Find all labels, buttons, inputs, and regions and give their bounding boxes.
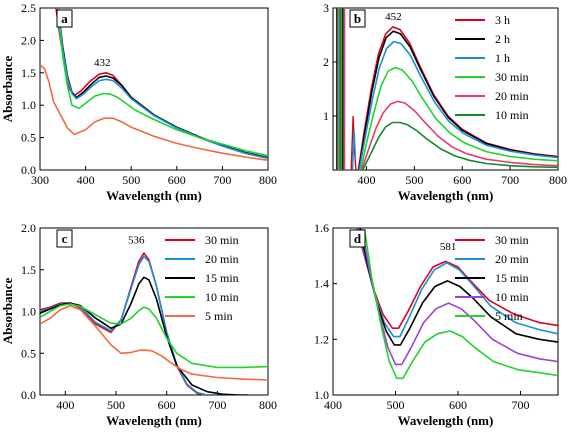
legend-label: 10 min xyxy=(495,108,529,122)
series-line-2-h xyxy=(358,30,558,170)
x-axis-label: Wavelength (nm) xyxy=(398,413,494,428)
panel-a: 300 400 500 600 700 800 0.0 0.5 1.0 1.5 2.0 2.5 Wave… xyxy=(0,1,277,203)
x-tick-label: 600 xyxy=(453,173,471,187)
x-tick-label: 700 xyxy=(512,398,530,412)
y-axis-label: Absorbance xyxy=(0,56,15,123)
series-line-0 xyxy=(55,8,268,160)
y-tick-label: 1.5 xyxy=(21,263,36,277)
series-line-30-min xyxy=(360,66,558,170)
y-tick-label: 0.0 xyxy=(21,388,36,402)
y-tick-label: 2.5 xyxy=(21,1,36,15)
panel-label: b xyxy=(354,11,361,26)
series-line-2 xyxy=(57,8,268,160)
x-tick-label: 600 xyxy=(158,398,176,412)
peak-annotation: 581 xyxy=(440,241,457,253)
legend-label: 15 min xyxy=(495,271,529,285)
peak-annotation: 536 xyxy=(128,234,145,246)
x-tick-label: 600 xyxy=(449,398,467,412)
plot-frame xyxy=(332,7,559,171)
y-axis-label: Absorbance xyxy=(0,278,15,345)
y-tick-label: 1.4 xyxy=(314,277,329,291)
series-line-4 xyxy=(40,64,268,162)
x-tick-label: 800 xyxy=(549,173,567,187)
legend-label: 15 min xyxy=(205,271,239,285)
panel-label-box xyxy=(56,9,73,28)
x-tick-label: 400 xyxy=(324,398,342,412)
x-tick-label: 500 xyxy=(107,398,125,412)
y-tick-label: 1.2 xyxy=(314,332,329,346)
panel-label: a xyxy=(61,11,68,26)
panel-label: d xyxy=(354,231,362,246)
legend-label: 30 min xyxy=(495,70,529,84)
noise-spikes xyxy=(336,8,357,170)
legend-label: 20 min xyxy=(495,252,529,266)
series-line-10-min xyxy=(361,228,558,366)
y-tick-label: 0.5 xyxy=(21,346,36,360)
series-line-20-min xyxy=(357,228,558,338)
x-tick-label: 800 xyxy=(259,398,277,412)
panel-label-box xyxy=(349,9,366,28)
y-tick-label: 2.0 xyxy=(21,221,36,235)
panel-label-box xyxy=(56,229,73,248)
series-line-10-min xyxy=(361,121,558,170)
legend-label: 5 min xyxy=(205,309,233,323)
legend-label: 20 min xyxy=(205,252,239,266)
panel-label: c xyxy=(62,231,68,246)
x-tick-label: 400 xyxy=(358,173,376,187)
panel-b: 400 500 600 700 800 1 2 3 Wavelength (nm) 452 b 3 h… xyxy=(323,1,567,203)
panel-label-box xyxy=(349,229,366,248)
y-tick-label: 1 xyxy=(323,109,329,123)
y-tick-label: 2 xyxy=(323,55,329,69)
series-line-1-h xyxy=(358,40,558,170)
y-tick-label: 0.5 xyxy=(21,131,36,145)
y-tick-label: 3 xyxy=(323,1,329,15)
x-axis-label: Wavelength (nm) xyxy=(106,413,202,428)
x-tick-label: 400 xyxy=(56,398,74,412)
x-tick-label: 500 xyxy=(387,398,405,412)
x-tick-label: 300 xyxy=(31,173,49,187)
legend-label: 30 min xyxy=(205,233,239,247)
y-tick-label: 2.0 xyxy=(21,33,36,47)
series-line-15-min xyxy=(40,276,248,395)
x-tick-label: 400 xyxy=(77,173,95,187)
legend-label: 10 min xyxy=(495,290,529,304)
legend-label: 20 min xyxy=(495,89,529,103)
x-tick-label: 800 xyxy=(259,173,277,187)
x-axis-label: Wavelength (nm) xyxy=(398,188,494,203)
series-line-20-min xyxy=(360,100,558,170)
y-tick-label: 1.0 xyxy=(21,305,36,319)
x-tick-label: 700 xyxy=(213,173,231,187)
y-tick-label: 1.0 xyxy=(21,98,36,112)
x-tick-label: 500 xyxy=(405,173,423,187)
legend-label: 1 h xyxy=(495,51,510,65)
legend-label: 5 min xyxy=(495,309,523,323)
series-line-3 xyxy=(56,8,268,157)
legend-label: 2 h xyxy=(495,32,510,46)
x-tick-label: 700 xyxy=(208,398,226,412)
x-tick-label: 700 xyxy=(501,173,519,187)
plot-frame xyxy=(39,7,269,171)
legend-label: 30 min xyxy=(495,233,529,247)
series-line-15-min xyxy=(359,228,558,346)
y-tick-label: 1.6 xyxy=(314,221,329,235)
y-tick-label: 0.0 xyxy=(21,163,36,177)
panel-c: 400 500 600 700 800 0.0 0.5 1.0 1.5 2.0 Wavelength… xyxy=(0,221,277,428)
x-tick-label: 600 xyxy=(168,173,186,187)
y-tick-label: 1.5 xyxy=(21,66,36,80)
series-line-30-min xyxy=(356,228,558,329)
legend-label: 3 h xyxy=(495,13,510,27)
x-tick-label: 500 xyxy=(122,173,140,187)
x-axis-label: Wavelength (nm) xyxy=(106,188,202,203)
panel-d: 400 500 600 700 1.0 1.2 1.4 1.6 Wavelength (nm) 5… xyxy=(314,221,559,428)
plot-frame xyxy=(332,227,559,396)
y-tick-label: 1.0 xyxy=(314,388,329,402)
peak-annotation: 452 xyxy=(385,11,402,23)
series-line-10-min xyxy=(40,303,268,369)
legend-label: 10 min xyxy=(205,290,239,304)
series-line-5-min xyxy=(363,228,558,380)
series-line-5-min xyxy=(40,304,268,381)
peak-annotation: 432 xyxy=(94,57,111,69)
